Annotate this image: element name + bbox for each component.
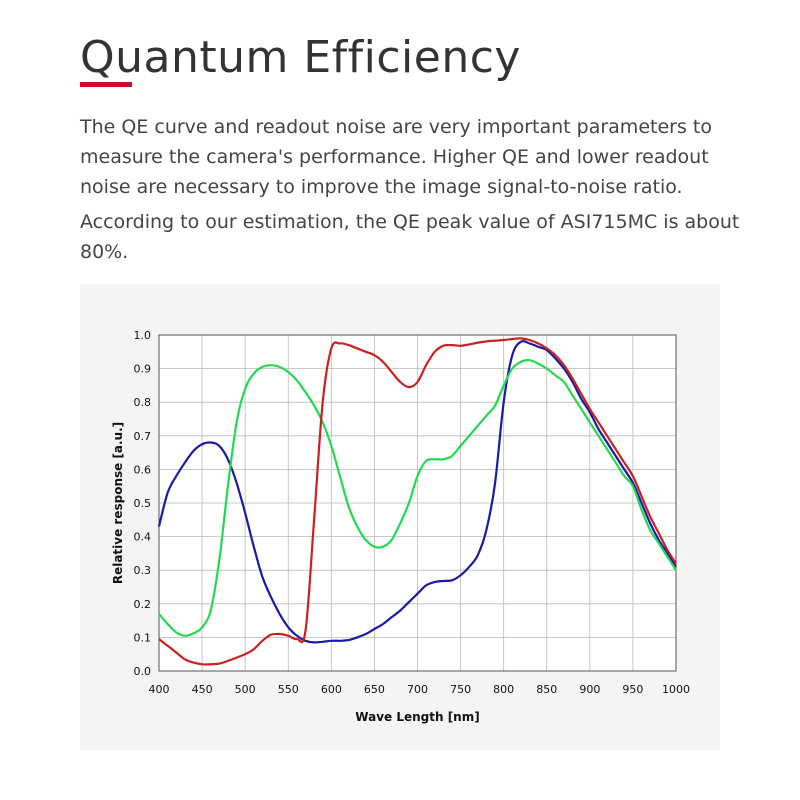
qe-chart: 400 450 500 550 600 650 700 750 800 850 900 950 1000… [111, 329, 690, 724]
x-tick-label: 550 [278, 683, 299, 696]
x-tick-label: 500 [235, 683, 256, 696]
y-tick-label: 0.1 [134, 631, 152, 644]
x-tick-label: 950 [622, 683, 643, 696]
y-tick-label: 0.8 [134, 396, 152, 409]
x-tick-label: 800 [493, 683, 514, 696]
x-tick-label: 400 [149, 683, 170, 696]
green-qe-curve [158, 359, 677, 637]
page-title: Quantum Efficiency [80, 32, 521, 83]
y-tick-label: 0.5 [134, 497, 152, 510]
plot-frame [158, 334, 677, 672]
x-tick-label: 850 [536, 683, 557, 696]
y-axis-title: Relative response [a.u.] [111, 422, 125, 584]
blue-qe-curve [157, 339, 677, 644]
y-tick-label: 0.0 [134, 665, 152, 678]
y-tick-label: 0.9 [134, 363, 152, 376]
y-tick-label: 0.3 [134, 564, 152, 577]
y-tick-label: 0.7 [134, 430, 152, 443]
red-qe-curve [158, 337, 677, 666]
y-tick-label: 0.6 [134, 463, 152, 476]
x-axis-title: Wave Length [nm] [355, 710, 479, 724]
y-tick-label: 1.0 [134, 329, 152, 342]
x-tick-label: 700 [407, 683, 428, 696]
y-tick-label: 0.2 [134, 598, 152, 611]
x-tick-label: 750 [450, 683, 471, 696]
x-tick-label: 650 [364, 683, 385, 696]
x-tick-label: 900 [579, 683, 600, 696]
title-accent-underline [80, 82, 132, 87]
y-tick-label: 0.4 [134, 531, 152, 544]
x-tick-label: 600 [321, 683, 342, 696]
x-tick-label: 1000 [662, 683, 690, 696]
qe-chart-panel: 400 450 500 550 600 650 700 750 800 850 900 950 1000… [80, 284, 720, 750]
peak-value-paragraph: According to our estimation, the QE peak… [80, 211, 740, 263]
intro-paragraph: The QE curve and readout noise are very … [80, 116, 712, 198]
x-tick-label: 450 [192, 683, 213, 696]
